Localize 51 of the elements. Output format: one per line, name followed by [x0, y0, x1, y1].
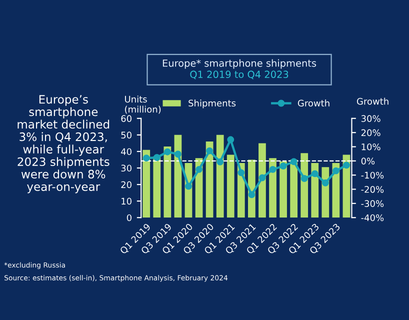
y2-tick-label: 30%: [361, 115, 380, 122]
bar: [164, 146, 172, 218]
y-axis-title: Units (million): [125, 96, 161, 114]
bar: [290, 160, 298, 218]
bar: [216, 134, 224, 218]
bar: [226, 154, 234, 218]
chart-subtitle: Q1 2019 to Q4 2023: [190, 70, 288, 80]
y-tick-label: 20: [121, 181, 132, 188]
point: [290, 158, 298, 166]
y2-axis-title: Growth: [356, 98, 388, 105]
point: [238, 169, 245, 176]
y2-tick-label: -30%: [361, 200, 384, 207]
y2-tick-label: 0%: [361, 158, 375, 164]
point: [164, 148, 171, 156]
point: [332, 167, 340, 174]
bar: [153, 156, 161, 218]
y2-tick-label: -40%: [361, 214, 384, 222]
y-tick-label: 50: [121, 132, 132, 138]
y2-tick-label: 10%: [362, 143, 380, 150]
point: [311, 170, 318, 178]
point: [322, 179, 329, 186]
legend-label: Shipments: [188, 100, 236, 108]
bar: [300, 153, 308, 218]
point: [185, 182, 192, 190]
point: [280, 162, 287, 170]
point: [174, 150, 182, 158]
text: Europe’s smartphone market declined 3% in Q4 2023, while full-year 2023 shipments were down 8% year-on-year: [18, 95, 110, 194]
point: [269, 166, 276, 173]
y-tick-label: 10: [122, 198, 132, 205]
y-tick-label: 60: [121, 115, 132, 122]
y-tick-label: 30: [121, 164, 132, 172]
bar: [269, 158, 276, 218]
y2-tick-label: -10%: [361, 172, 384, 179]
point: [227, 136, 234, 144]
point: [258, 174, 266, 182]
point: [343, 162, 350, 169]
y-tick-label: 0: [126, 214, 132, 222]
point: [206, 147, 214, 154]
y2-tick-label: 20%: [361, 129, 380, 136]
point: [300, 175, 308, 182]
legend-label: Growth: [298, 100, 330, 107]
y2-tick-label: -20%: [361, 186, 384, 193]
point: [216, 158, 224, 166]
bar: [280, 161, 287, 218]
point: [196, 166, 202, 173]
point: [153, 154, 160, 161]
y-tick-label: 40: [121, 148, 132, 156]
bar: [142, 150, 150, 218]
chart-title: Europe* smartphone shipments: [162, 59, 316, 69]
point: [248, 191, 256, 198]
point: [142, 154, 150, 162]
